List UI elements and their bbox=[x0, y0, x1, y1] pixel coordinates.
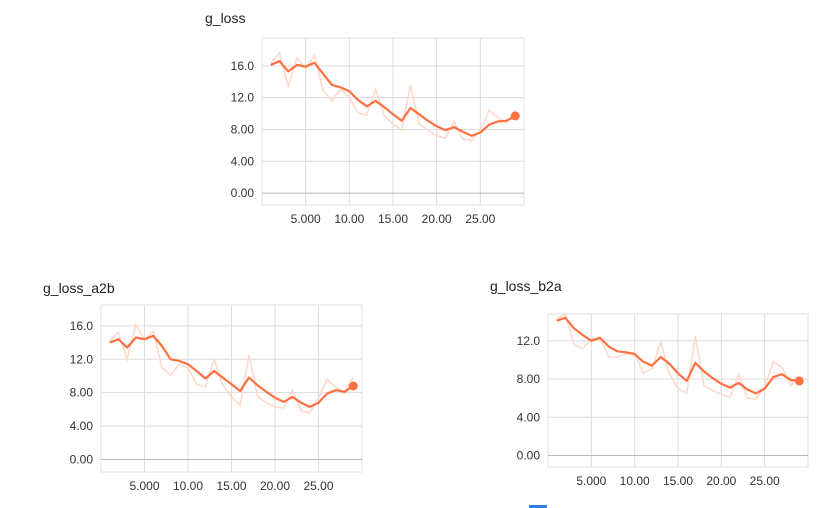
smoothed-series-line bbox=[556, 316, 800, 395]
chart-title: g_loss_b2a bbox=[490, 278, 562, 294]
x-tick-label: 25.00 bbox=[303, 479, 333, 493]
x-tick-label: 10.00 bbox=[334, 212, 364, 226]
x-tick-label: 25.00 bbox=[465, 212, 495, 226]
smoothed-series-line bbox=[270, 59, 516, 137]
x-tick-label: 20.00 bbox=[260, 479, 290, 493]
x-tick-label: 5.000 bbox=[576, 474, 606, 488]
series-end-marker bbox=[794, 376, 804, 386]
raw-series-line bbox=[109, 322, 354, 414]
y-tick-label: 4.00 bbox=[231, 154, 255, 168]
y-tick-label: 12.0 bbox=[70, 352, 94, 366]
x-tick-label: 5.000 bbox=[129, 479, 159, 493]
x-tick-label: 20.00 bbox=[706, 474, 736, 488]
raw-series-line bbox=[556, 312, 800, 400]
x-tick-label: 15.00 bbox=[378, 212, 408, 226]
x-tick-label: 15.00 bbox=[663, 474, 693, 488]
y-tick-label: 12.0 bbox=[517, 334, 541, 348]
x-tick-label: 15.00 bbox=[216, 479, 246, 493]
y-tick-label: 0.00 bbox=[517, 449, 541, 463]
series-end-marker bbox=[510, 111, 520, 121]
chart-title: g_loss_a2b bbox=[43, 280, 115, 296]
x-tick-label: 5.000 bbox=[291, 212, 321, 226]
y-tick-label: 8.00 bbox=[70, 386, 94, 400]
x-tick-label: 10.00 bbox=[620, 474, 650, 488]
series-end-marker bbox=[348, 381, 358, 391]
y-tick-label: 8.00 bbox=[517, 372, 541, 386]
y-tick-label: 12.0 bbox=[231, 91, 255, 105]
x-tick-label: 10.00 bbox=[173, 479, 203, 493]
chart-title: g_loss bbox=[205, 10, 246, 26]
raw-series-line bbox=[270, 51, 516, 142]
y-tick-label: 16.0 bbox=[70, 319, 94, 333]
y-tick-label: 4.00 bbox=[70, 419, 94, 433]
y-tick-label: 0.00 bbox=[231, 186, 255, 200]
y-tick-label: 8.00 bbox=[231, 122, 255, 136]
scroll-indicator bbox=[529, 505, 547, 508]
y-tick-label: 16.0 bbox=[231, 59, 255, 73]
y-tick-label: 4.00 bbox=[517, 410, 541, 424]
smoothed-series-line bbox=[109, 334, 354, 408]
x-tick-label: 20.00 bbox=[422, 212, 452, 226]
x-tick-label: 25.00 bbox=[750, 474, 780, 488]
y-tick-label: 0.00 bbox=[70, 452, 94, 466]
